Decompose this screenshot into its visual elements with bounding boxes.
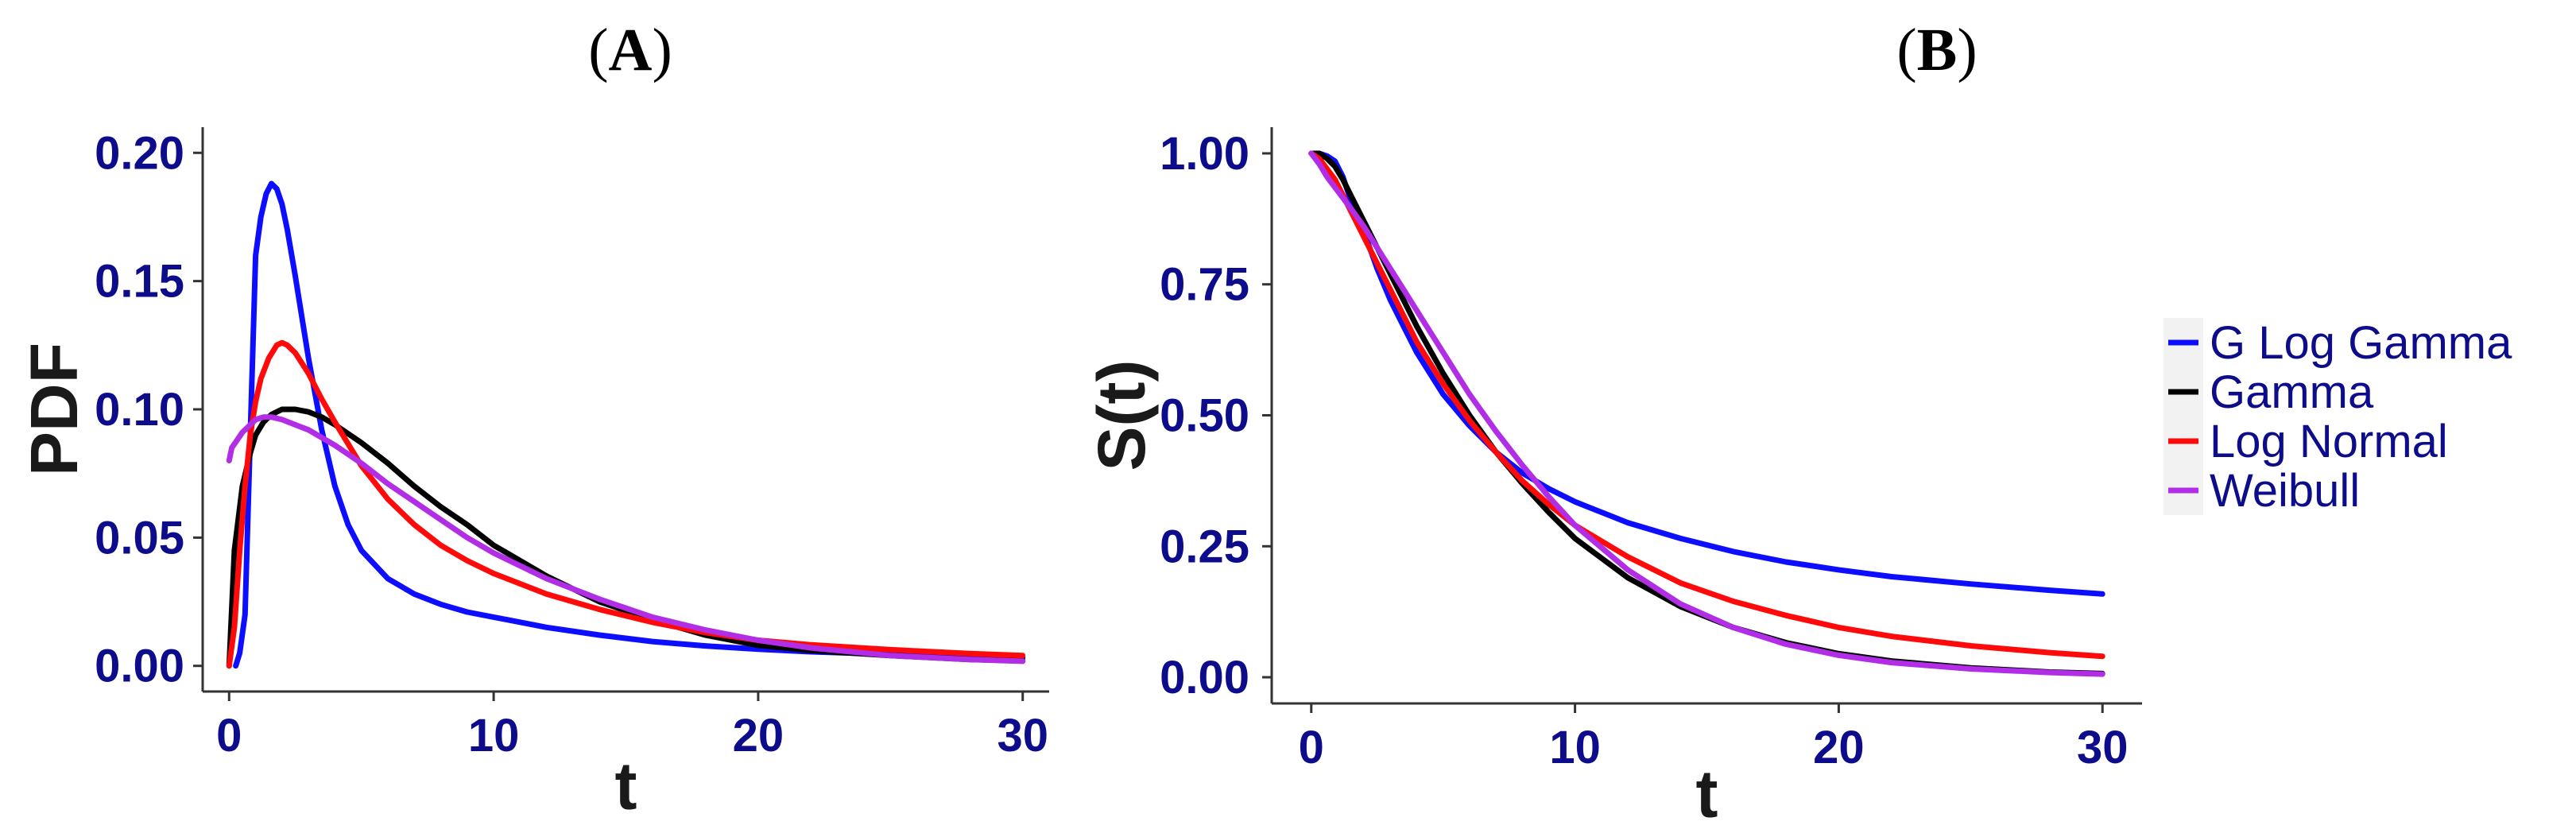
series-line-weibull [1308,150,2105,677]
panel-b-label: (B) [1896,17,1977,83]
x-axis-title: t [1696,757,1718,831]
y-tick-label: 0.00 [95,641,184,692]
panel-a-letter: A [609,17,653,83]
panel-b-plot: 0.00 0.25 0.50 0.75 1.00 0 10 20 30 t S(t) [1084,127,2142,831]
legend-label-g-log-gamma: G Log Gamma [2210,317,2512,369]
series-line-g-log-gamma [1308,150,2105,597]
legend-label-weibull: Weibull [2210,465,2360,517]
legend-label-log-normal: Log Normal [2210,416,2448,467]
x-tick-label: 0 [1299,722,1324,773]
x-tick-label: 30 [997,710,1048,761]
y-tick-label: 0.25 [1160,521,1249,572]
legend-key-background [2163,318,2203,515]
series-line-gamma [1308,150,2105,676]
x-tick-label: 20 [1813,722,1865,773]
y-tick-label: 0.00 [1160,652,1249,703]
panel-a-paren-open: ( [588,17,608,83]
panel-b-paren-close: ) [1957,17,1977,83]
panel-b-paren-open: ( [1896,17,1916,83]
x-tick-label: 30 [2077,722,2129,773]
panel-b-letter: B [1917,17,1958,83]
legend-label-gamma: Gamma [2210,366,2374,418]
panel-a-label: (A) [588,17,672,83]
y-tick-label: 0.75 [1160,259,1249,311]
x-tick-label: 10 [1549,722,1601,773]
panel-a-plot: 0.00 0.05 0.10 0.15 0.20 0 10 20 30 t PDF [17,127,1049,823]
series-line-log-normal [226,339,1026,669]
x-axis-title: t [615,749,637,823]
y-tick-label: 0.05 [95,512,184,564]
y-axis-title: PDF [17,343,91,476]
series-line-g-log-gamma [233,180,1026,669]
x-tick-label: 20 [733,710,784,761]
y-tick-label: 0.20 [95,127,184,179]
panel-a-paren-close: ) [652,17,672,83]
x-tick-label: 0 [216,710,242,761]
y-tick-label: 0.15 [95,256,184,308]
series-line-weibull [226,414,1026,664]
series-line-log-normal [1308,150,2105,660]
y-tick-label: 0.10 [95,384,184,436]
x-tick-label: 10 [468,710,520,761]
y-axis-title: S(t) [1084,360,1159,471]
series-line-gamma [226,406,1026,669]
y-tick-label: 0.50 [1160,390,1249,442]
y-tick-label: 1.00 [1160,128,1249,180]
